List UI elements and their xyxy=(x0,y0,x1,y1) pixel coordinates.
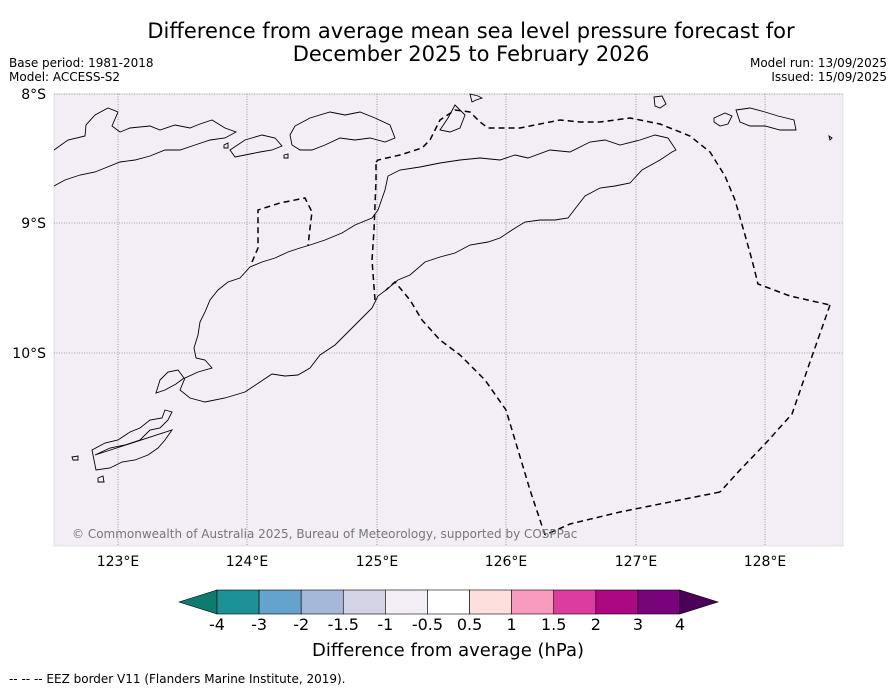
lon-label-124: 124°E xyxy=(226,554,269,570)
eez-border xyxy=(251,109,831,536)
colorbar-swatch xyxy=(300,589,344,615)
colorbar-tick-label: 0.5 xyxy=(457,615,482,634)
colorbar: -4 -3 -2 -1.5 -1 -0.5 0.5 1 1.5 2 3 4 xyxy=(178,589,719,634)
copyright-text: © Commonwealth of Australia 2025, Bureau… xyxy=(72,527,577,541)
eez-line-west xyxy=(371,162,377,301)
small-island-5 xyxy=(469,93,484,103)
eez-oecusse xyxy=(251,197,313,263)
colorbar-swatch xyxy=(595,589,639,615)
lat-labels: 8°S 9°S 10°S xyxy=(12,87,46,362)
eez-line-southwest xyxy=(385,280,546,536)
model-run-label: Model run: 13/09/2025 xyxy=(749,56,887,70)
colorbar-swatch xyxy=(342,589,386,615)
title-line-1: Difference from average mean sea level p… xyxy=(147,19,795,43)
colorbar-tick-label: 1 xyxy=(507,615,517,634)
alor-islands-coast xyxy=(53,107,238,187)
colorbar-swatch xyxy=(469,589,512,615)
chart-title: Difference from average mean sea level p… xyxy=(0,20,896,66)
colorbar-swatch xyxy=(511,589,555,615)
eez-footnote: -- -- -- EEZ border V11 (Flanders Marine… xyxy=(9,672,346,686)
colorbar-swatch xyxy=(427,589,470,615)
gridlines xyxy=(54,93,843,546)
wetar-island-coast xyxy=(289,111,396,151)
lon-label-128: 128°E xyxy=(744,554,787,570)
small-island-3 xyxy=(223,142,229,149)
timor-island-coast xyxy=(179,134,677,403)
atauro-island-coast xyxy=(229,134,283,158)
colorbar-extend-low xyxy=(178,589,218,615)
coastlines xyxy=(53,93,833,483)
colorbar-swatch xyxy=(385,589,428,615)
small-island-4 xyxy=(283,153,289,159)
babar-island-coast xyxy=(735,107,797,131)
base-period-label: Base period: 1981-2018 xyxy=(9,56,154,70)
colorbar-swatch xyxy=(553,589,597,615)
lat-label-10: 10°S xyxy=(12,346,46,362)
north-coast-edge xyxy=(439,104,466,133)
legend-title: Difference from average (hPa) xyxy=(311,640,585,661)
roti-island-coast xyxy=(91,409,174,471)
model-label: Model: ACCESS-S2 xyxy=(9,70,121,84)
map-background xyxy=(53,93,844,547)
lon-label-126: 126°E xyxy=(485,554,528,570)
lon-labels: 123°E 124°E 125°E 126°E 127°E 128°E xyxy=(97,554,787,570)
small-island-6 xyxy=(828,134,833,141)
colorbar-tick-label: 2 xyxy=(591,615,601,634)
issued-label: Issued: 15/09/2025 xyxy=(771,70,887,84)
colorbar-tick-label: -1.5 xyxy=(328,615,359,634)
meta-left: Base period: 1981-2018 Model: ACCESS-S2 xyxy=(9,56,154,84)
small-island-2 xyxy=(71,455,79,461)
eez-line-south xyxy=(544,491,721,536)
title-line-2: December 2025 to February 2026 xyxy=(292,42,650,66)
colorbar-tick-label: -4 xyxy=(209,615,225,634)
romang-island-coast xyxy=(653,95,667,109)
eez-line-east xyxy=(719,304,831,493)
lat-label-9: 9°S xyxy=(21,216,46,232)
lon-label-123: 123°E xyxy=(97,554,140,570)
colorbar-tick-label: 3 xyxy=(633,615,643,634)
colorbar-tick-label: 4 xyxy=(675,615,685,634)
small-island-1 xyxy=(97,475,105,483)
lon-label-125: 125°E xyxy=(356,554,399,570)
colorbar-swatch xyxy=(258,589,302,615)
colorbar-tick-label: -0.5 xyxy=(412,615,443,634)
meta-right: Model run: 13/09/2025 Issued: 15/09/2025 xyxy=(750,56,887,84)
lat-label-8: 8°S xyxy=(21,87,46,103)
eez-line-north xyxy=(375,109,831,306)
colorbar-tick-label: 1.5 xyxy=(541,615,566,634)
colorbar-swatch xyxy=(216,589,260,615)
colorbar-tick-label: -3 xyxy=(251,615,267,634)
damar-island-coast xyxy=(713,112,733,127)
colorbar-tick-label: -1 xyxy=(377,615,393,634)
semau-island-coast xyxy=(155,369,185,394)
colorbar-swatch xyxy=(637,589,681,615)
colorbar-tick-label: -2 xyxy=(293,615,309,634)
colorbar-extend-high xyxy=(679,589,719,615)
lon-label-127: 127°E xyxy=(615,554,658,570)
